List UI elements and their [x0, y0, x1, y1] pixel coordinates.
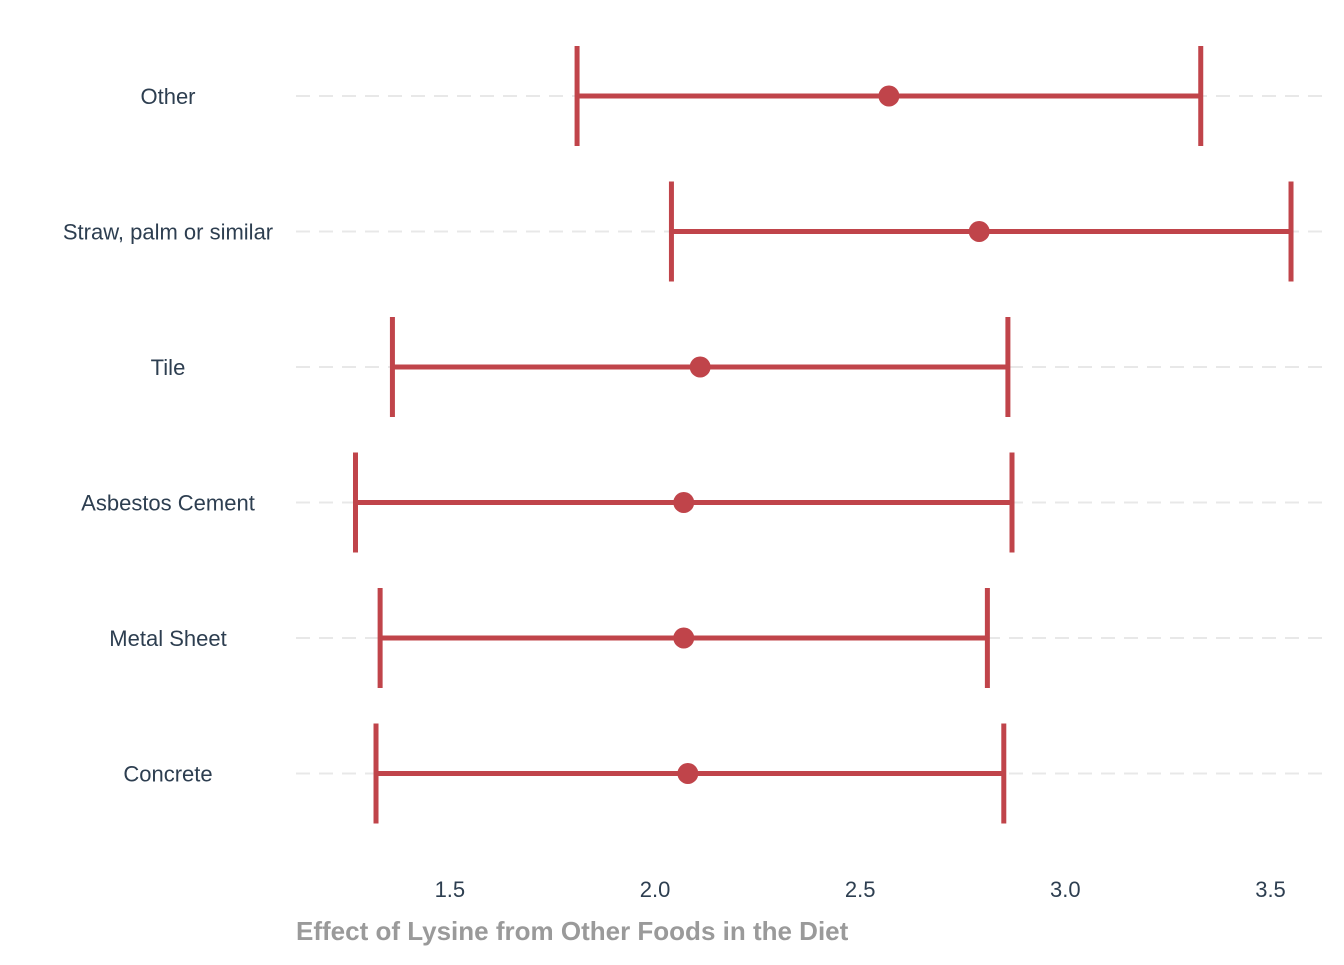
- category-label: Other: [140, 84, 195, 109]
- errorbars: [352, 46, 1294, 824]
- x-tick-label: 1.5: [435, 877, 466, 902]
- x-tick-label: 2.0: [640, 877, 671, 902]
- gridlines: [296, 95, 1330, 775]
- category-label: Tile: [151, 355, 186, 380]
- x-tick-label: 3.0: [1050, 877, 1081, 902]
- x-axis-ticks: 1.5 2.0 2.5 3.0 3.5: [435, 877, 1286, 902]
- estimate-point: [677, 763, 699, 784]
- estimate-point: [878, 85, 900, 107]
- estimate-point: [968, 221, 990, 242]
- estimate-point: [689, 356, 711, 378]
- x-tick-label: 2.5: [845, 877, 876, 902]
- x-tick-label: 3.5: [1255, 877, 1286, 902]
- estimate-point: [673, 492, 695, 513]
- estimate-point: [673, 627, 695, 649]
- category-label: Straw, palm or similar: [63, 220, 273, 245]
- category-label: Asbestos Cement: [81, 491, 255, 516]
- category-label: Metal Sheet: [109, 626, 226, 651]
- category-label: Concrete: [123, 762, 212, 787]
- x-axis-title: Effect of Lysine from Other Foods in the…: [296, 916, 849, 946]
- category-labels: Other Straw, palm or similar Tile Asbestos …: [63, 84, 273, 787]
